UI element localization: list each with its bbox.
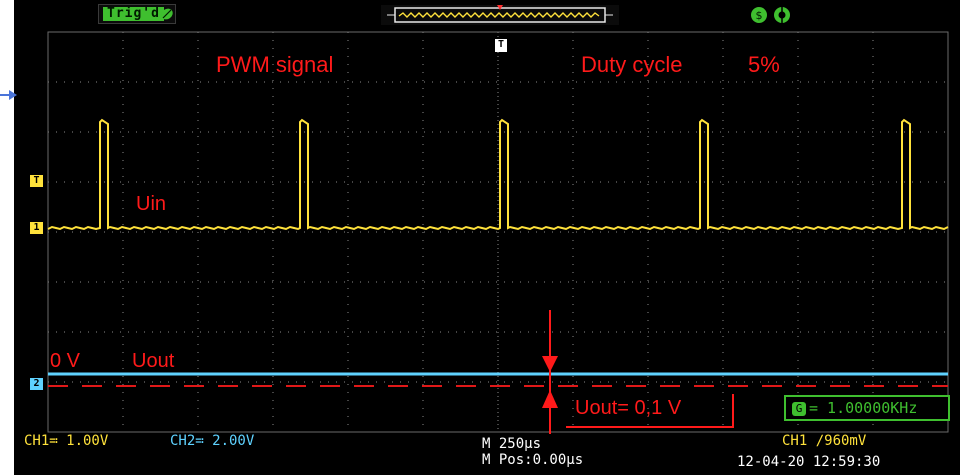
uout-measurement-box bbox=[566, 394, 734, 428]
duty-cycle-value: 5% bbox=[748, 52, 780, 77]
trigger-level-marker: T bbox=[30, 175, 43, 187]
uin-label: Uin bbox=[136, 193, 167, 215]
trigger-status-badge: Trig'd bbox=[98, 4, 176, 24]
timebase: M 250μs bbox=[482, 436, 542, 452]
duty-cycle-label: Duty cycle bbox=[581, 52, 683, 77]
usb-icon: $ bbox=[751, 7, 767, 23]
datetime: 12-04-20 12:59:30 bbox=[737, 454, 881, 470]
trigger-icon bbox=[161, 8, 173, 20]
settings-icon bbox=[774, 6, 790, 24]
ch1-marker: 1 bbox=[30, 222, 43, 234]
waveform-display bbox=[44, 30, 952, 434]
svg-text:$: $ bbox=[756, 9, 763, 22]
zero-volt-label: 0 V bbox=[50, 350, 81, 372]
pwm-signal-label: PWM signal bbox=[216, 52, 334, 77]
ch2-marker: 2 bbox=[30, 378, 43, 390]
horizontal-position: M Pos:0.00μs bbox=[482, 452, 584, 468]
ch1-scale: CH1≕ 1.00V bbox=[24, 433, 109, 449]
down-arrow-icon bbox=[542, 356, 558, 372]
trigger-time-marker: T bbox=[495, 39, 507, 52]
ch2-scale: CH2≕ 2.00V bbox=[170, 433, 255, 449]
ch1-trace bbox=[47, 118, 949, 231]
frequency-counter: G = 1.00000KHz bbox=[784, 395, 950, 421]
arrow-pointer-icon bbox=[0, 90, 17, 100]
uout-label: Uout bbox=[132, 350, 175, 372]
uout-value-label: Uout= 0,1 V bbox=[575, 397, 682, 419]
up-arrow-icon bbox=[542, 390, 558, 408]
trigger-status: Trig'd bbox=[103, 7, 164, 21]
frequency-value: = 1.00000KHz bbox=[809, 399, 918, 417]
memory-overview-bar bbox=[381, 5, 619, 25]
counter-icon: G bbox=[792, 401, 806, 416]
trigger-setting: CH1 ∕960mV bbox=[782, 433, 867, 449]
